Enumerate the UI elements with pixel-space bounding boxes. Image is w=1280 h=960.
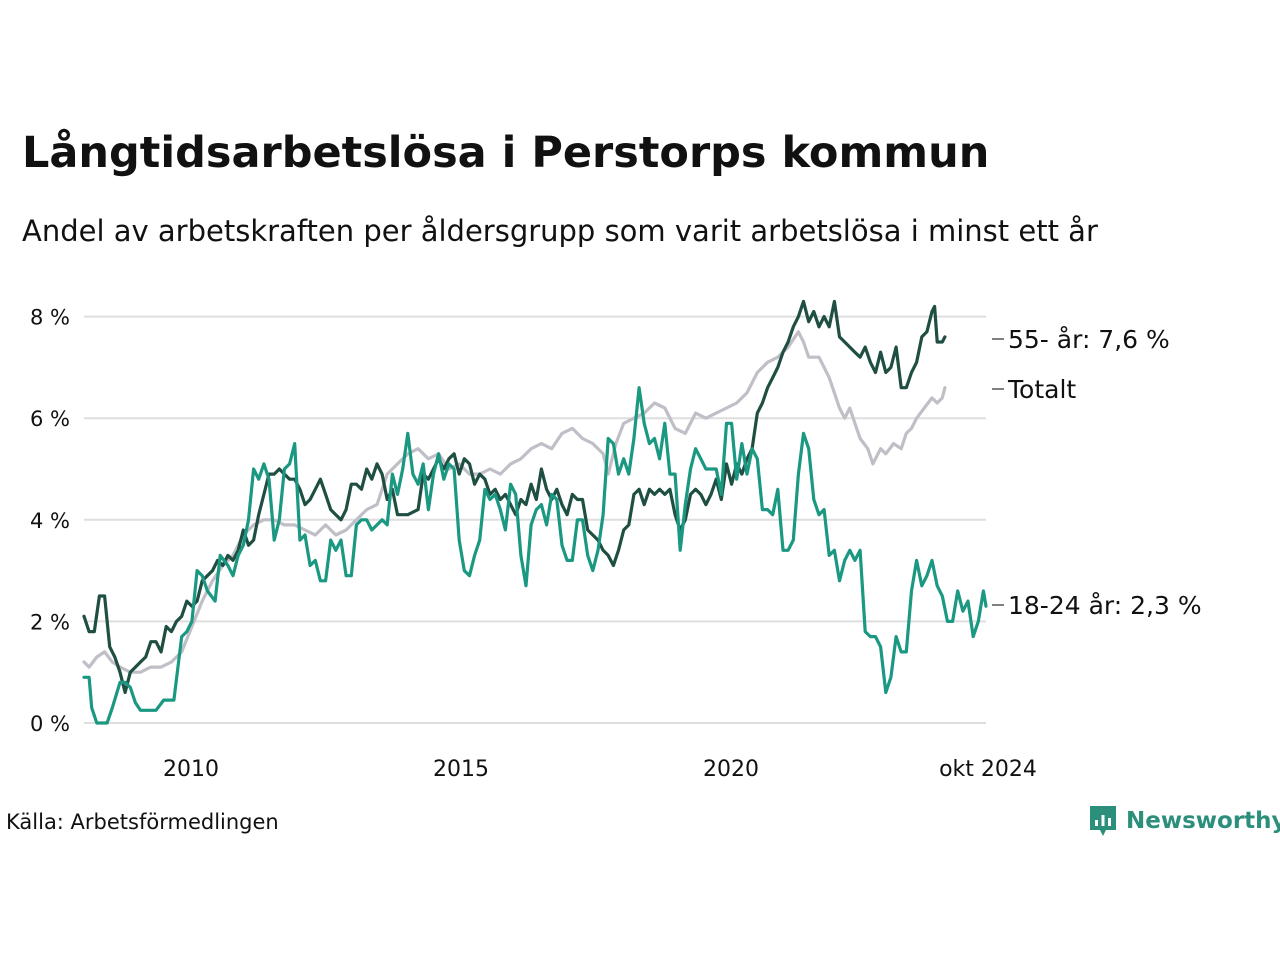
x-axis-ticks: 2010 2015 2020 okt 2024	[163, 757, 1037, 782]
y-tick-label: 6 %	[30, 407, 70, 431]
series-line-2	[82, 386, 988, 725]
y-axis-ticks: 0 % 2 % 4 % 6 % 8 %	[30, 306, 70, 736]
chart-subtitle: Andel av arbetskraften per åldersgrupp s…	[22, 214, 1098, 248]
grid-lines	[84, 315, 986, 724]
brand-name: Newsworthy	[1126, 808, 1280, 834]
series-lines	[82, 299, 988, 725]
y-tick-label: 8 %	[30, 306, 70, 330]
y-tick-label: 4 %	[30, 509, 70, 533]
x-tick-label: 2015	[433, 757, 489, 782]
x-tick-label: 2010	[163, 757, 219, 782]
series-end-label: Totalt	[1007, 375, 1076, 404]
newsworthy-logo-icon	[1090, 806, 1116, 836]
source-note: Källa: Arbetsförmedlingen	[6, 810, 279, 834]
brand-logo[interactable]: Newsworthy	[1088, 804, 1280, 838]
y-tick-label: 0 %	[30, 712, 70, 736]
series-end-label: 55- år: 7,6 %	[1008, 325, 1170, 354]
series-end-labels: Totalt 55- år: 7,6 % 18-24 år: 2,3 %	[992, 325, 1202, 620]
x-tick-label: okt 2024	[939, 757, 1037, 782]
series-line-1	[82, 299, 947, 695]
y-tick-label: 2 %	[30, 610, 70, 634]
chart-title: Långtidsarbetslösa i Perstorps kommun	[22, 128, 990, 178]
x-tick-label: 2020	[703, 757, 759, 782]
series-end-label: 18-24 år: 2,3 %	[1008, 591, 1202, 620]
